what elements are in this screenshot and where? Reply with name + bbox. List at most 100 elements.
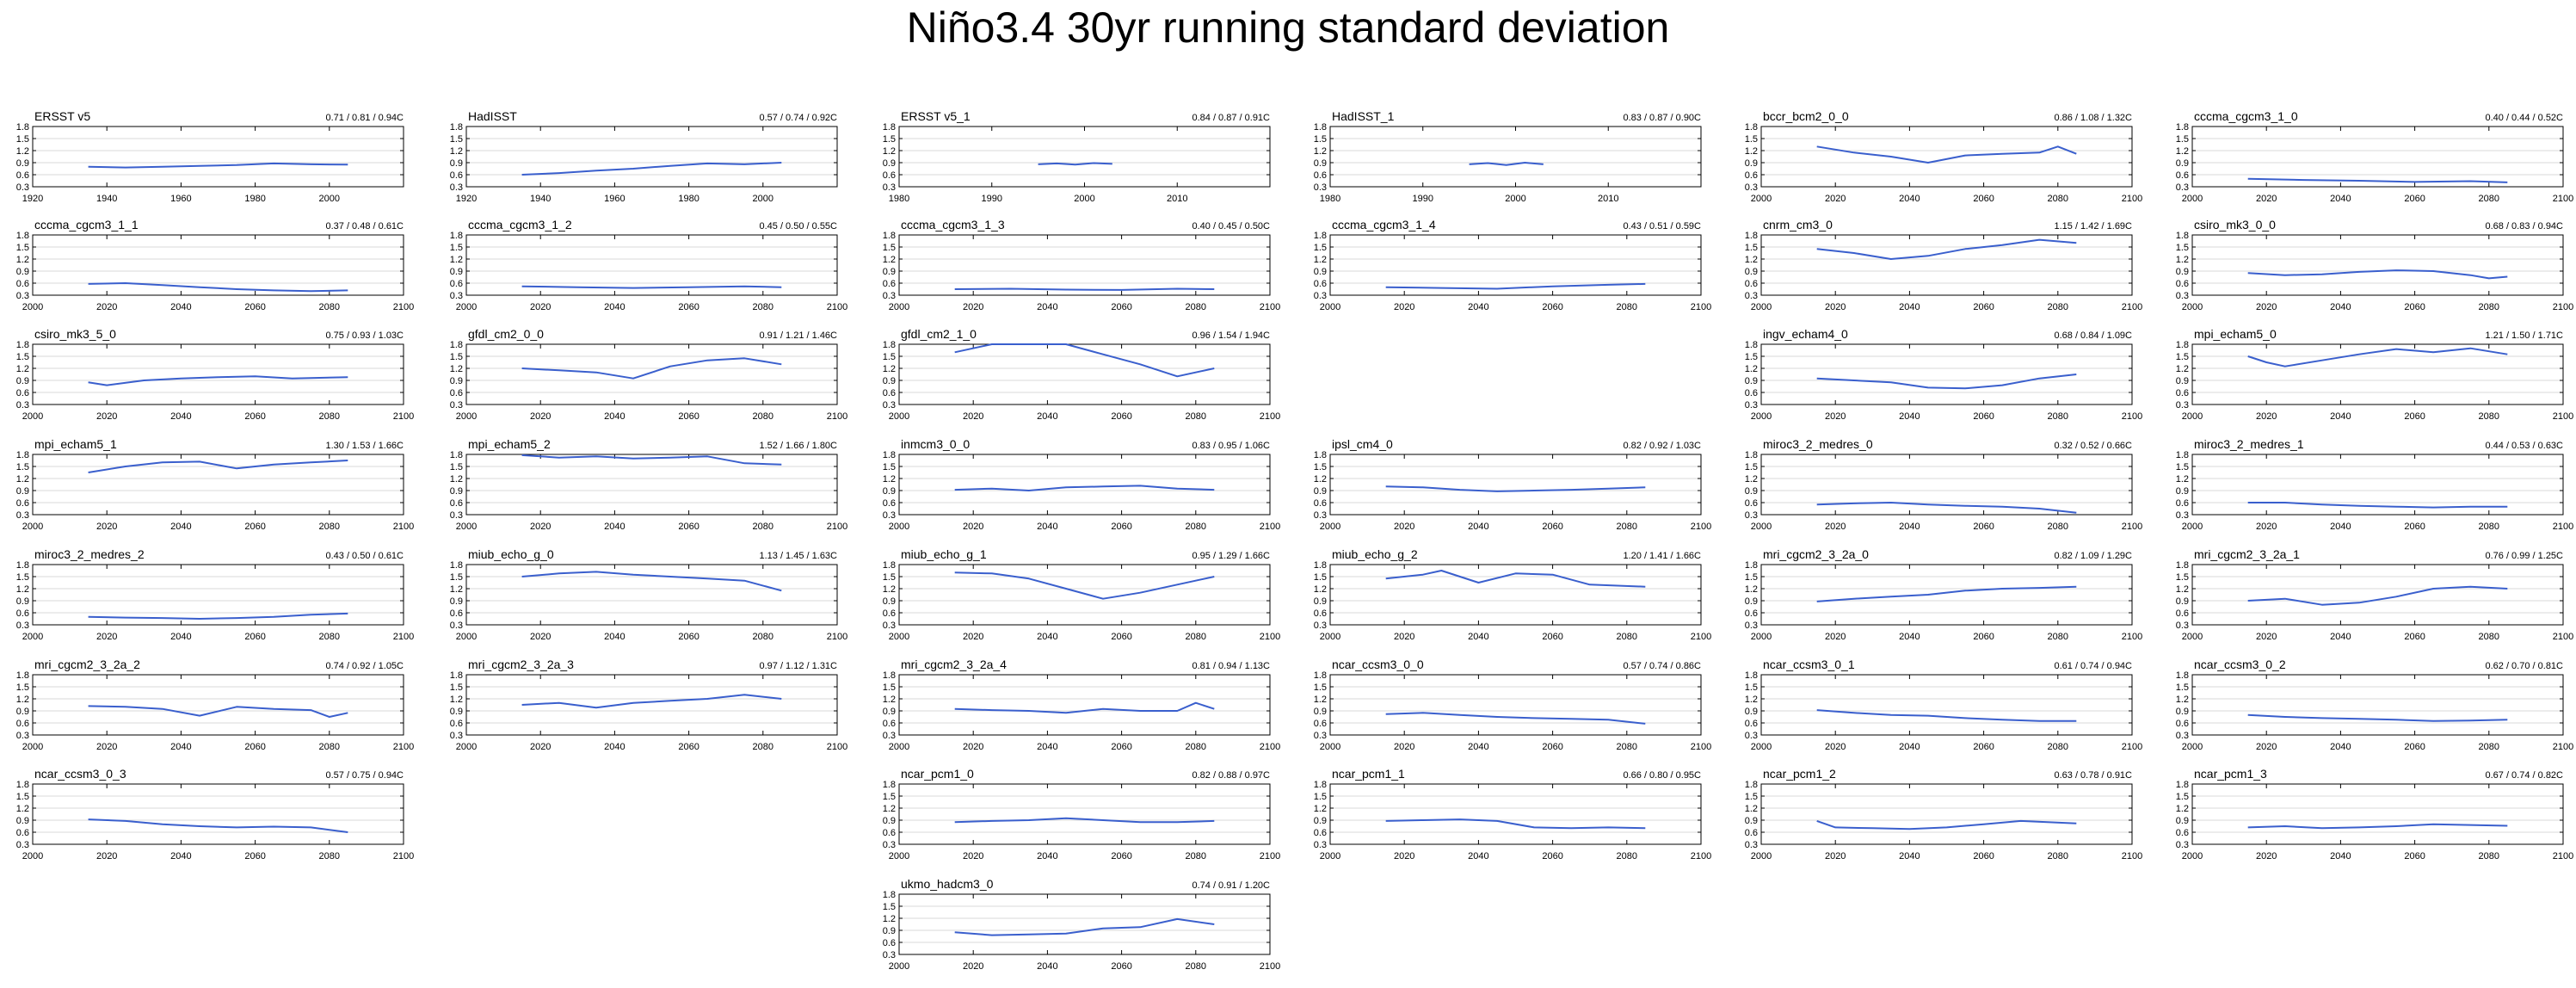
y-tick-label: 0.9	[16, 376, 29, 386]
x-tick-label: 2020	[963, 742, 983, 752]
panel-title: miroc3_2_medres_1	[2194, 437, 2304, 451]
panel-frame	[1760, 564, 2133, 626]
y-tick-label: 0.6	[1314, 170, 1327, 181]
x-tick-label: 2080	[2048, 411, 2068, 422]
x-tick-label: 2080	[1617, 302, 1637, 312]
x-tick-label: 2000	[456, 522, 477, 532]
x-tick-label: 2080	[753, 742, 773, 752]
y-tick-label: 1.8	[450, 450, 463, 460]
y-tick-label: 1.5	[2176, 682, 2189, 693]
series-line	[88, 460, 348, 473]
series-line	[954, 343, 1215, 378]
x-tick-label: 1940	[96, 194, 117, 204]
x-tick-label: 2100	[2122, 851, 2142, 861]
y-tick-label: 0.6	[1314, 608, 1327, 619]
x-tick-label: 2020	[1825, 302, 1846, 312]
x-tick-label: 2040	[604, 742, 625, 752]
y-tick-label: 1.5	[450, 352, 463, 362]
panel-title: ncar_pcm1_0	[901, 767, 974, 781]
x-tick-label: 2060	[244, 522, 265, 532]
y-tick-label: 0.3	[450, 510, 463, 521]
y-tick-label: 0.6	[16, 170, 29, 181]
panel-frame	[1329, 783, 1702, 845]
panel-title: cccma_cgcm3_1_3	[901, 218, 1005, 232]
y-tick-label: 1.2	[2176, 695, 2189, 705]
x-tick-label: 2000	[2182, 742, 2203, 752]
panel-title: mpi_echam5_0	[2194, 327, 2277, 341]
y-tick-label: 0.3	[450, 400, 463, 411]
series-line	[1816, 145, 2077, 164]
y-tick-label: 1.8	[1745, 780, 1758, 790]
x-tick-label: 2080	[319, 522, 340, 532]
y-tick-label: 0.6	[883, 498, 896, 509]
panel-frame	[2191, 234, 2564, 296]
panel-stats: 0.83 / 0.87 / 0.90C	[1623, 113, 1701, 123]
y-tick-label: 1.2	[1314, 695, 1327, 705]
panel-stats: 0.96 / 1.54 / 1.94C	[1192, 330, 1270, 341]
x-tick-label: 2100	[1260, 302, 1280, 312]
series-line	[1385, 570, 1646, 588]
x-tick-label: 2100	[1691, 522, 1711, 532]
y-tick-label: 1.2	[450, 474, 463, 485]
x-tick-label: 2000	[456, 302, 477, 312]
y-tick-label: 1.8	[2176, 670, 2189, 681]
x-tick-label: 2000	[1751, 742, 1772, 752]
panel-title: gfdl_cm2_0_0	[468, 327, 544, 341]
y-tick-label: 0.3	[16, 510, 29, 521]
y-tick-label: 1.5	[1314, 682, 1327, 693]
panel-title: bccr_bcm2_0_0	[1763, 109, 1849, 123]
x-tick-label: 2020	[2256, 302, 2277, 312]
panel-stats: 0.57 / 0.74 / 0.92C	[759, 113, 837, 123]
y-tick-label: 1.2	[1745, 804, 1758, 814]
x-tick-label: 2020	[963, 302, 983, 312]
x-tick-label: 1960	[604, 194, 625, 204]
x-tick-label: 2060	[678, 632, 699, 642]
x-tick-label: 2080	[753, 302, 773, 312]
x-tick-label: 2000	[2182, 851, 2203, 861]
panel-stats: 0.97 / 1.12 / 1.31C	[759, 661, 837, 671]
panel-title: ncar_pcm1_2	[1763, 767, 1836, 781]
series-line	[954, 287, 1215, 291]
panel-frame	[2191, 454, 2564, 516]
y-tick-label: 1.8	[1745, 340, 1758, 350]
x-tick-label: 2080	[1617, 742, 1637, 752]
x-tick-label: 2080	[319, 411, 340, 422]
panel-frame	[465, 126, 838, 188]
x-tick-label: 2020	[96, 632, 117, 642]
y-tick-label: 1.5	[450, 243, 463, 253]
x-tick-label: 2100	[2122, 742, 2142, 752]
y-tick-label: 0.6	[883, 279, 896, 289]
x-tick-label: 2000	[889, 961, 909, 972]
y-tick-label: 1.8	[16, 670, 29, 681]
x-tick-label: 1980	[889, 194, 909, 204]
panel-title: mri_cgcm2_3_2a_3	[468, 658, 574, 671]
panel-title: cccma_cgcm3_1_0	[2194, 109, 2298, 123]
y-tick-label: 0.6	[2176, 608, 2189, 619]
y-tick-label: 0.9	[2176, 158, 2189, 169]
y-tick-label: 1.2	[2176, 804, 2189, 814]
y-tick-label: 1.8	[1314, 122, 1327, 133]
y-tick-label: 1.8	[1314, 670, 1327, 681]
panel-title: miub_echo_g_1	[901, 547, 987, 561]
x-tick-label: 2000	[889, 522, 909, 532]
y-tick-label: 1.5	[16, 134, 29, 145]
panel-stats: 0.74 / 0.91 / 1.20C	[1192, 880, 1270, 891]
y-tick-label: 0.6	[883, 170, 896, 181]
y-tick-label: 0.3	[2176, 510, 2189, 521]
y-tick-label: 0.9	[883, 816, 896, 826]
y-tick-label: 1.2	[16, 146, 29, 157]
y-tick-label: 0.6	[16, 608, 29, 619]
y-tick-label: 0.3	[16, 731, 29, 741]
panel-title: mri_cgcm2_3_2a_1	[2194, 547, 2300, 561]
y-tick-label: 1.2	[883, 255, 896, 265]
x-tick-label: 2020	[2256, 194, 2277, 204]
x-tick-label: 2080	[2479, 632, 2499, 642]
x-tick-label: 2080	[319, 851, 340, 861]
panel-stats: 0.86 / 1.08 / 1.32C	[2054, 113, 2132, 123]
panel-stats: 0.37 / 0.48 / 0.61C	[325, 221, 404, 232]
